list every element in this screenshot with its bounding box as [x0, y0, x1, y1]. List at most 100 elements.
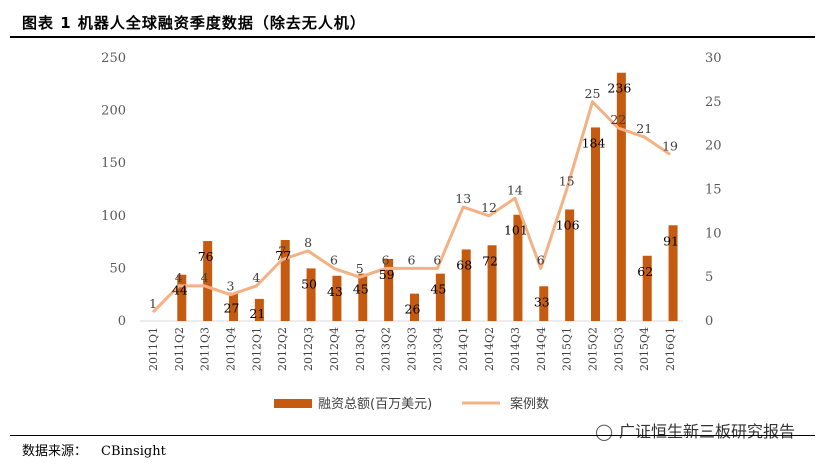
x-tick-label: 2012Q1: [250, 327, 263, 371]
x-tick-label: 2015Q2: [587, 327, 600, 371]
watermark: ◯ 广证恒生新三板研究报告: [595, 418, 795, 442]
bar: [306, 268, 316, 321]
bar: [203, 241, 213, 321]
bar-data-label: 101: [504, 223, 528, 238]
bar-data-label: 77: [275, 248, 291, 263]
bar: [384, 258, 394, 321]
watermark-text: 广证恒生新三板研究报告: [618, 422, 795, 441]
bar: [254, 298, 264, 321]
x-tick-label: 2013Q2: [380, 327, 393, 371]
x-tick-label: 2012Q4: [328, 327, 341, 371]
case-count-line: [151, 100, 671, 314]
y-tick-label: 50: [109, 261, 126, 276]
y2-tick-label: 20: [705, 139, 722, 154]
source-note: 数据来源： CBinsight: [22, 440, 166, 459]
y2-tick-label: 25: [705, 95, 722, 110]
x-tick-label: 2011Q3: [199, 327, 212, 371]
wechat-icon: ◯: [595, 422, 613, 441]
line-data-label: 4: [201, 270, 209, 285]
bar-data-label: 236: [607, 81, 631, 96]
line-data-label: 12: [481, 200, 497, 215]
line-data-label: 1: [149, 296, 157, 311]
bar-data-label: 62: [637, 264, 653, 279]
x-tick-label: 2014Q1: [457, 327, 470, 371]
x-tick-label: 2014Q2: [483, 327, 496, 371]
x-tick-label: 2013Q4: [431, 327, 444, 371]
bar-data-label: 76: [198, 249, 214, 264]
x-tick-label: 2013Q3: [406, 327, 419, 371]
bar-data-label: 26: [405, 302, 421, 317]
y2-tick-label: 0: [705, 314, 713, 329]
bar: [461, 249, 471, 321]
x-tick-label: 2012Q2: [276, 327, 289, 371]
line-data-label: 4: [175, 270, 183, 285]
y-tick-label: 250: [101, 51, 126, 66]
line-data-label: 7: [278, 244, 286, 259]
line-data-label: 22: [610, 112, 626, 127]
bar: [487, 245, 497, 321]
bar: [177, 274, 187, 321]
legend-line-label: 案例数: [510, 397, 549, 412]
line-data-label: 8: [304, 235, 312, 250]
bar: [410, 293, 419, 321]
bar: [616, 72, 626, 321]
y2-tick-label: 5: [705, 270, 713, 285]
bar-data-label: 72: [482, 253, 498, 268]
bar: [513, 214, 523, 321]
bar: [591, 127, 600, 321]
line-data-label: 6: [408, 252, 416, 267]
x-tick-label: 2012Q3: [302, 327, 315, 371]
x-tick-label: 2013Q1: [354, 327, 367, 371]
line-data-label: 3: [227, 279, 235, 294]
figure-title: 图表 1 机器人全球融资季度数据（除去无人机）: [22, 14, 366, 32]
bottom-rule: [10, 435, 815, 436]
legend-bar-swatch: [274, 399, 312, 408]
line-data-label: 6: [382, 252, 390, 267]
y2-tick-label: 30: [705, 51, 722, 66]
y2-tick-label: 15: [705, 183, 722, 198]
bar-data-label: 21: [249, 306, 265, 321]
bar-data-label: 184: [582, 135, 606, 150]
bar: [539, 286, 549, 321]
figure-header: 图表 1 机器人全球融资季度数据（除去无人机）: [10, 10, 810, 36]
bar: [565, 209, 575, 321]
funding-chart: 0 50 100 150 200 250 0 5 10 15 20 25 30 2011Q1 2011Q2 2…: [101, 51, 722, 412]
line-data-label: 15: [559, 174, 575, 189]
line-data-label: 19: [662, 138, 678, 153]
line-data-label: 14: [507, 182, 523, 197]
x-tick-label: 2014Q3: [509, 327, 522, 371]
y-tick-label: 150: [101, 156, 126, 171]
bar-data-label: 43: [327, 284, 343, 299]
line-data-label: 6: [330, 252, 338, 267]
y2-tick-label: 10: [705, 226, 722, 241]
y-tick-label: 100: [101, 209, 126, 224]
bar-data-label: 68: [456, 257, 472, 272]
x-tick-label: 2011Q2: [173, 327, 186, 371]
x-tick-label: 2015Q3: [612, 327, 625, 371]
bar-data-label: 45: [430, 282, 446, 297]
bar: [642, 255, 652, 321]
bar-data-label: 59: [379, 267, 395, 282]
x-tick-label: 2016Q1: [664, 327, 677, 371]
x-tick-label: 2011Q4: [225, 327, 238, 371]
y-tick-label: 200: [101, 104, 126, 119]
line-data-label: 4: [252, 270, 260, 285]
bar: [358, 273, 368, 321]
y-tick-label: 0: [118, 314, 126, 329]
bar-data-label: 91: [663, 233, 679, 248]
bar: [280, 239, 290, 321]
x-tick-label: 2011Q1: [147, 327, 160, 371]
bar-data-label: 27: [224, 301, 240, 316]
line-data-label: 6: [537, 252, 545, 267]
x-tick-label: 2015Q4: [638, 327, 651, 371]
bar-data-label: 106: [556, 217, 580, 232]
bar: [229, 292, 238, 321]
source-label: 数据来源：: [22, 444, 88, 459]
bar-data-label: 44: [172, 283, 188, 298]
top-rule: [10, 36, 815, 38]
x-tick-label: 2014Q4: [535, 327, 548, 371]
legend-bar-label: 融资总额(百万美元): [318, 397, 432, 412]
bar-data-label: 33: [534, 294, 550, 309]
line-data-label: 13: [455, 191, 471, 206]
line-data-label: 25: [585, 86, 601, 101]
